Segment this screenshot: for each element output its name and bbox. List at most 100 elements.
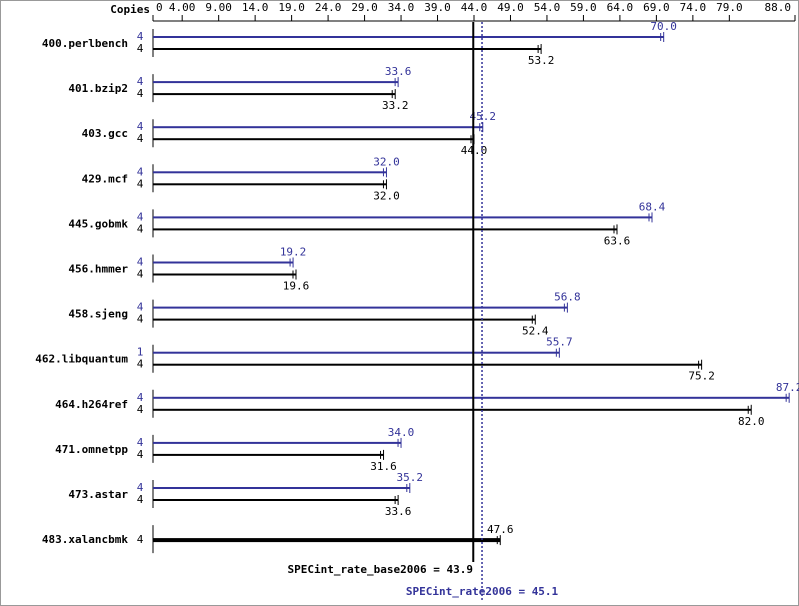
value-label: 31.6 xyxy=(370,460,397,473)
copies-label: 4 xyxy=(137,493,144,506)
copies-label: 4 xyxy=(137,448,144,461)
copies-label: 1 xyxy=(137,346,144,359)
bar xyxy=(153,183,387,186)
x-tick-label: 49.0 xyxy=(497,1,524,14)
x-tick-label: 79.0 xyxy=(716,1,743,14)
x-tick-label: 54.0 xyxy=(534,1,561,14)
copies-label: 4 xyxy=(137,210,144,223)
x-tick-label: 64.0 xyxy=(607,1,634,14)
bar xyxy=(153,487,410,489)
copies-label: 4 xyxy=(137,222,144,235)
benchmark-label: 429.mcf xyxy=(82,172,128,185)
copies-label: 4 xyxy=(137,30,144,43)
benchmark-label: 400.perlbench xyxy=(42,37,128,50)
value-label: 63.6 xyxy=(604,234,631,247)
copies-label: 4 xyxy=(137,75,144,88)
value-label: 87.2 xyxy=(776,381,799,394)
x-tick-label: 19.0 xyxy=(278,1,305,14)
benchmark-label: 456.hmmer xyxy=(68,263,128,276)
x-tick-label: 34.0 xyxy=(388,1,415,14)
copies-label: 4 xyxy=(137,132,144,145)
bar xyxy=(153,216,653,219)
value-label: 55.7 xyxy=(546,336,573,349)
bar xyxy=(153,538,501,543)
bar xyxy=(153,396,790,399)
benchmark-label: 403.gcc xyxy=(82,127,128,140)
benchmark-label: 473.astar xyxy=(68,488,128,501)
value-label: 47.6 xyxy=(487,523,514,536)
x-tick-label: 14.0 xyxy=(242,1,269,14)
copies-label: 4 xyxy=(137,436,144,449)
x-tick-label: 4.00 xyxy=(169,1,196,14)
bar xyxy=(153,499,399,501)
benchmark-label: 445.gobmk xyxy=(68,217,128,230)
x-tick-label: 88.0 xyxy=(765,1,792,14)
bar xyxy=(153,138,474,141)
copies-label: 4 xyxy=(137,533,144,546)
copies-label: 4 xyxy=(137,301,144,314)
copies-label: 4 xyxy=(137,120,144,133)
bar xyxy=(153,318,536,321)
value-label: 19.2 xyxy=(280,246,307,259)
bar xyxy=(153,363,702,366)
value-label: 68.4 xyxy=(639,200,666,213)
copies-label: 4 xyxy=(137,313,144,326)
value-label: 82.0 xyxy=(738,415,765,428)
bar xyxy=(153,36,664,38)
copies-label: 4 xyxy=(137,481,144,494)
bar xyxy=(153,93,396,96)
value-label: 52.4 xyxy=(522,325,549,338)
copies-label: 4 xyxy=(137,268,144,281)
benchmark-label: 462.libquantum xyxy=(35,353,128,366)
copies-label: 4 xyxy=(137,87,144,100)
x-tick-label: 74.0 xyxy=(680,1,707,14)
value-label: 33.6 xyxy=(385,505,412,518)
benchmark-label: 458.sjeng xyxy=(68,308,128,321)
bar xyxy=(153,171,387,174)
bar xyxy=(153,453,384,456)
value-label: 33.6 xyxy=(385,65,412,78)
benchmark-label: 483.xalancbmk xyxy=(42,533,128,546)
bar xyxy=(153,306,568,309)
x-tick-label: 29.0 xyxy=(351,1,378,14)
copies-label: 4 xyxy=(137,391,144,404)
x-tick-label: 0 xyxy=(156,1,163,14)
reference-label: SPECint_rate2006 = 45.1 xyxy=(406,585,559,598)
bar xyxy=(153,48,542,50)
bar xyxy=(153,81,399,84)
copies-label: 4 xyxy=(137,165,144,178)
value-label: 19.6 xyxy=(283,280,310,293)
bar xyxy=(153,261,294,264)
copies-label: 4 xyxy=(137,358,144,371)
copies-label: 4 xyxy=(137,177,144,190)
bar xyxy=(153,441,402,444)
value-label: 32.0 xyxy=(373,189,400,202)
value-label: 45.2 xyxy=(470,110,497,123)
copies-label: 4 xyxy=(137,403,144,416)
bar xyxy=(153,228,617,231)
axis-label: Copies xyxy=(110,3,150,16)
value-label: 33.2 xyxy=(382,99,409,112)
value-label: 34.0 xyxy=(388,426,415,439)
reference-label: SPECint_rate_base2006 = 43.9 xyxy=(288,563,473,576)
x-tick-label: 9.00 xyxy=(205,1,232,14)
bar xyxy=(153,408,752,411)
value-label: 32.0 xyxy=(373,155,400,168)
benchmark-label: 464.h264ref xyxy=(55,398,128,411)
copies-label: 4 xyxy=(137,256,144,269)
copies-label: 4 xyxy=(137,42,144,55)
value-label: 53.2 xyxy=(528,54,555,67)
x-tick-label: 39.0 xyxy=(424,1,451,14)
x-tick-label: 59.0 xyxy=(570,1,597,14)
bar xyxy=(153,273,296,276)
value-label: 35.2 xyxy=(397,471,424,484)
x-tick-label: 24.0 xyxy=(315,1,342,14)
value-label: 75.2 xyxy=(688,370,715,383)
x-tick-label: 69.0 xyxy=(643,1,670,14)
x-tick-label: 44.0 xyxy=(461,1,488,14)
bar xyxy=(153,126,483,129)
bar xyxy=(153,351,560,354)
value-label: 56.8 xyxy=(554,291,581,304)
